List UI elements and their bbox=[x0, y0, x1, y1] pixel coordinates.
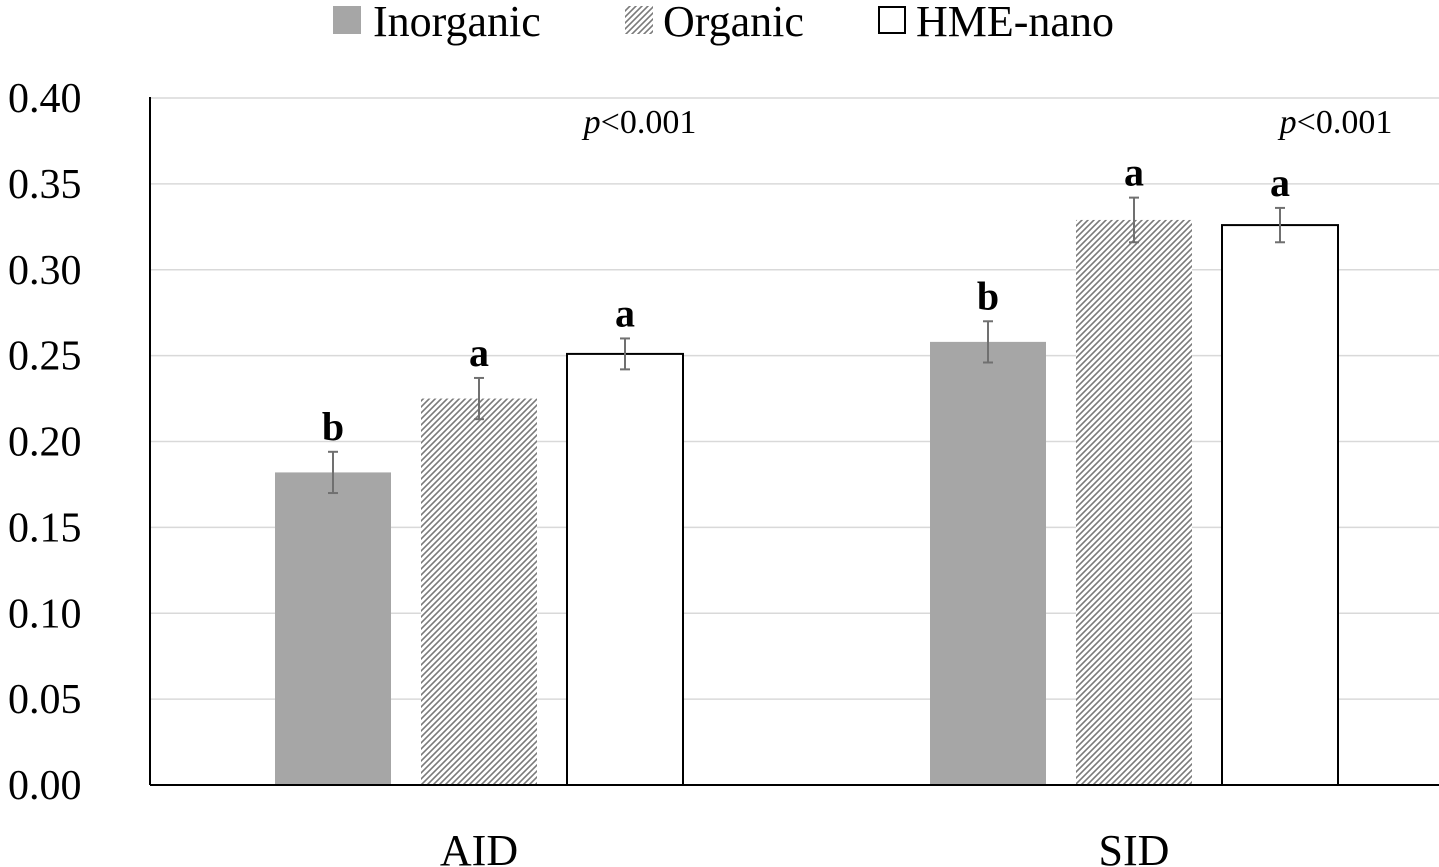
significance-letter: a bbox=[1124, 150, 1144, 195]
p-value-annotation: p<0.001 bbox=[582, 104, 697, 141]
significance-letter: b bbox=[322, 404, 344, 449]
bar-hme-nano-aid bbox=[566, 352, 684, 786]
y-tick-label: 0.00 bbox=[8, 763, 82, 809]
legend-label: Organic bbox=[663, 0, 804, 46]
significance-letter: a bbox=[615, 290, 635, 335]
bar-hme-nano-sid bbox=[1221, 224, 1339, 787]
y-tick-label: 0.30 bbox=[8, 248, 82, 294]
bars: b b a a a a bbox=[275, 150, 1339, 787]
legend-swatch bbox=[625, 6, 653, 34]
y-tick-label: 0.35 bbox=[8, 162, 82, 208]
y-tick-label: 0.05 bbox=[8, 677, 82, 723]
y-tick-label: 0.10 bbox=[8, 591, 82, 637]
bar-organic-sid bbox=[1076, 219, 1192, 785]
category-labels: AID SID bbox=[440, 826, 1170, 867]
bar-organic-aid bbox=[421, 398, 537, 785]
legend-swatch bbox=[878, 6, 906, 34]
p-value-annotation: p<0.001 bbox=[1278, 104, 1393, 141]
axes bbox=[149, 97, 1439, 786]
significance-letter: b bbox=[977, 273, 999, 318]
bar-inorganic-sid bbox=[930, 341, 1046, 785]
x-tick-label: SID bbox=[1099, 826, 1170, 867]
legend-label: HME-nano bbox=[916, 0, 1114, 46]
significance-letter: a bbox=[1270, 160, 1290, 205]
legend-swatch bbox=[333, 6, 361, 34]
annotations: p<0.001 p<0.001 bbox=[582, 104, 1393, 141]
y-axis-ticks: 0.00 0.05 0.10 0.15 0.20 0.25 0.30 0.35 0.40 bbox=[8, 76, 82, 809]
y-tick-label: 0.25 bbox=[8, 334, 82, 380]
legend-label: Inorganic bbox=[373, 0, 541, 46]
y-tick-label: 0.40 bbox=[8, 76, 82, 122]
significance-letter: a bbox=[469, 330, 489, 375]
x-tick-label: AID bbox=[440, 826, 518, 867]
y-tick-label: 0.20 bbox=[8, 420, 82, 466]
bar-inorganic-aid bbox=[275, 472, 391, 785]
y-tick-label: 0.15 bbox=[8, 505, 82, 551]
legend: Inorganic Organic HME-nano bbox=[333, 0, 1114, 46]
